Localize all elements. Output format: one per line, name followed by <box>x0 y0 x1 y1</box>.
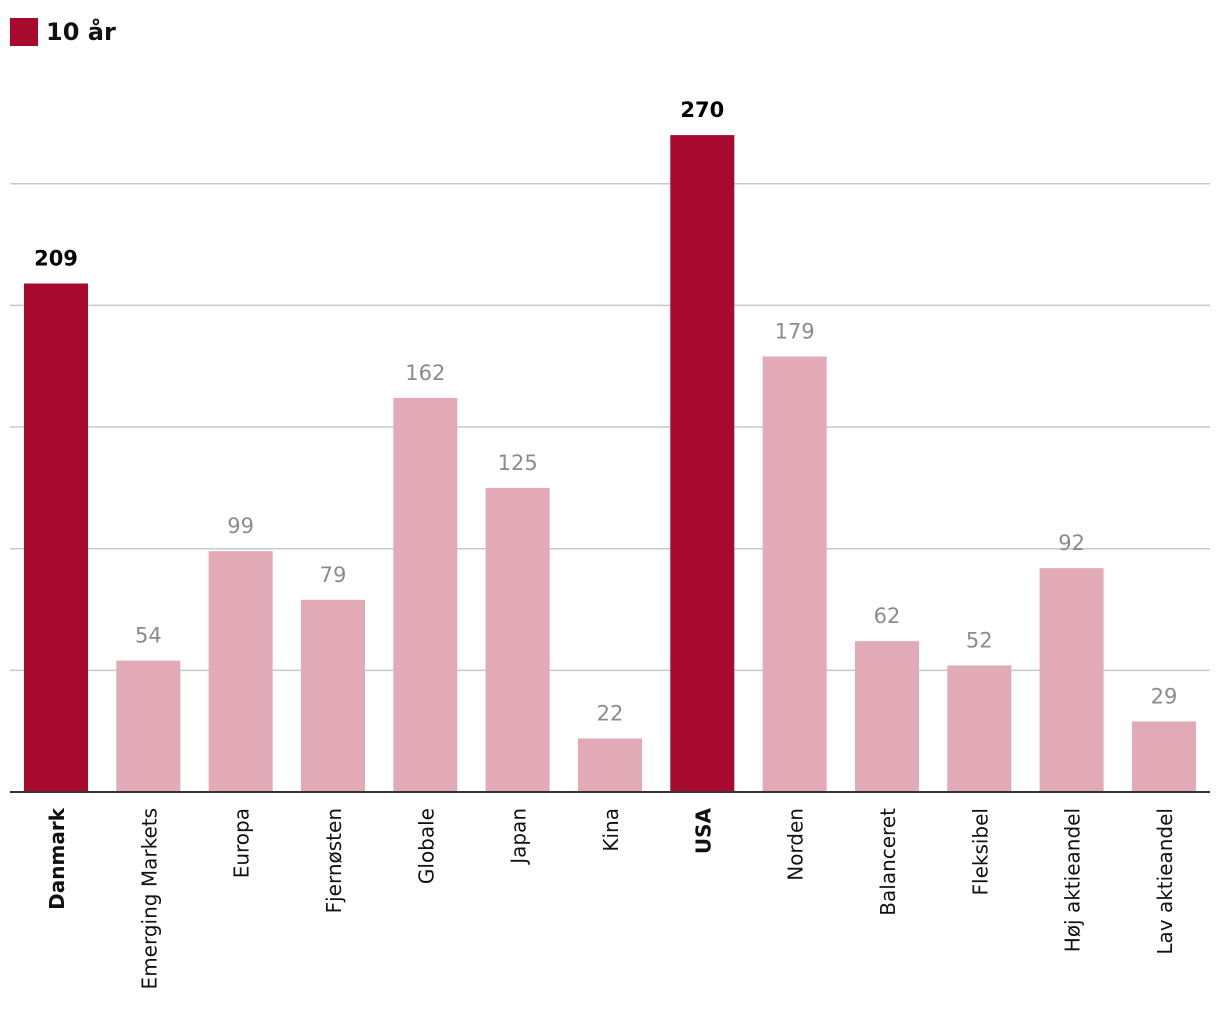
data-label-1: 54 <box>135 624 162 648</box>
data-label-9: 62 <box>874 604 901 628</box>
category-label-11: Høj aktieandel <box>1061 808 1085 952</box>
data-label-12: 29 <box>1151 684 1178 708</box>
bar-0 <box>24 283 88 792</box>
category-label-10: Fleksibel <box>968 808 992 895</box>
bar-6 <box>577 738 642 792</box>
legend-swatch <box>10 18 38 46</box>
bar-12 <box>1131 721 1196 792</box>
bar-3 <box>300 599 365 792</box>
chart-legend: 10 år <box>10 18 116 46</box>
bar-11 <box>1039 568 1104 792</box>
data-label-2: 99 <box>227 514 254 538</box>
category-label-1: Emerging Markets <box>137 808 161 989</box>
category-label-9: Balanceret <box>876 808 900 916</box>
category-label-6: Kina <box>599 808 623 852</box>
category-label-2: Europa <box>230 808 254 878</box>
category-label-8: Norden <box>784 808 808 881</box>
bar-1 <box>116 660 181 792</box>
bar-9 <box>854 641 919 792</box>
bar-5 <box>485 487 550 792</box>
data-label-5: 125 <box>498 451 538 475</box>
bar-10 <box>947 665 1012 792</box>
category-label-5: Japan <box>507 808 531 866</box>
data-label-11: 92 <box>1058 531 1085 555</box>
bar-4 <box>393 397 458 792</box>
data-label-8: 179 <box>775 319 815 343</box>
data-label-10: 52 <box>966 628 993 652</box>
category-label-12: Lav aktieandel <box>1153 808 1177 955</box>
data-label-6: 22 <box>597 701 624 725</box>
bar-7 <box>670 135 735 793</box>
legend-label: 10 år <box>46 18 116 46</box>
data-label-4: 162 <box>405 361 445 385</box>
data-label-7: 270 <box>680 98 724 122</box>
category-label-7: USA <box>691 807 715 854</box>
data-label-0: 209 <box>34 247 78 271</box>
category-label-4: Globale <box>414 808 438 884</box>
bar-2 <box>208 551 273 792</box>
data-label-3: 79 <box>320 563 347 587</box>
category-label-0: Danmark <box>45 807 69 910</box>
category-label-3: Fjernøsten <box>322 808 346 913</box>
bar-8 <box>762 356 827 792</box>
